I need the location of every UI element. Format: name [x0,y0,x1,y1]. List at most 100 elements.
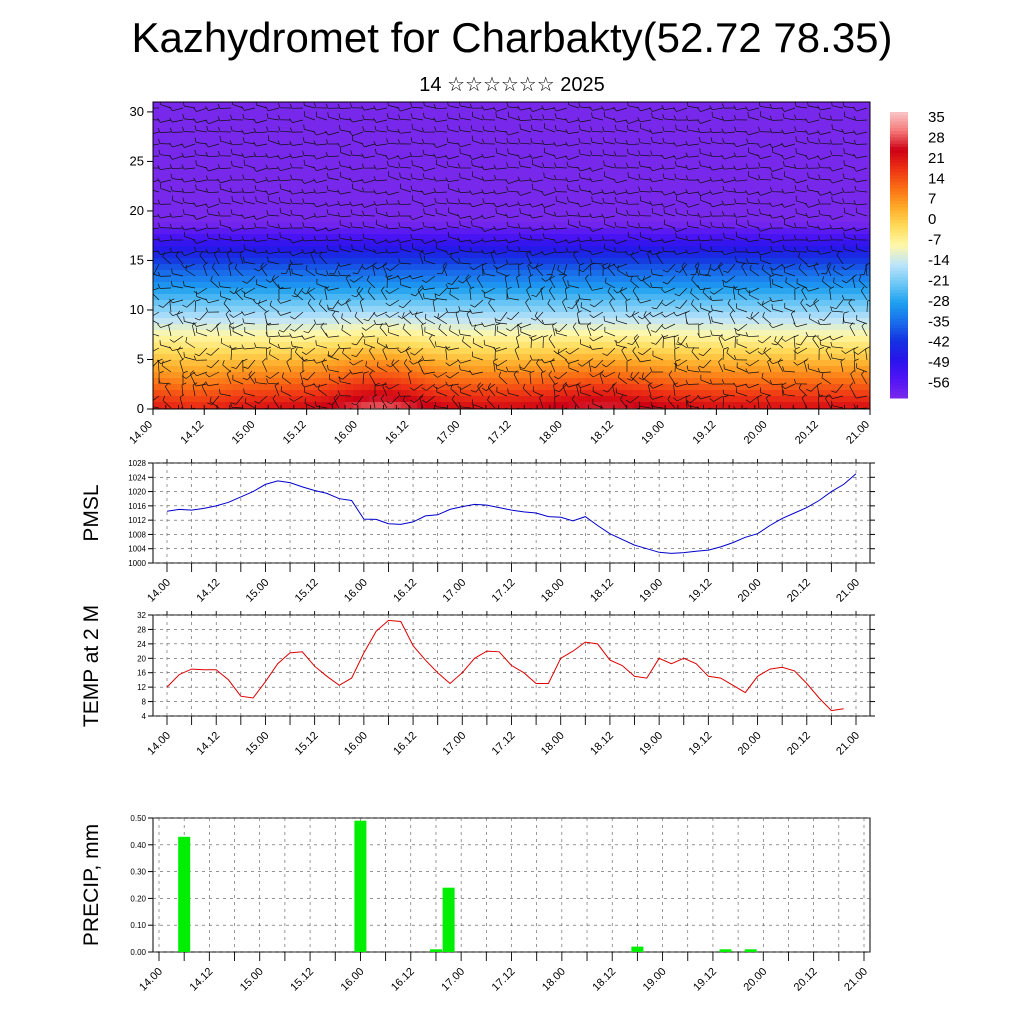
colorbar-segment [890,172,908,177]
precip-bar [631,946,644,952]
x-tick-label: 15.00 [230,419,258,447]
colorbar-segment [890,331,908,335]
colorbar-segment [890,188,908,192]
colorbar-segment [890,210,908,215]
colorbar-label: 28 [928,129,945,146]
x-tick-label: 17.12 [486,419,514,447]
colorbar-segment [890,232,908,237]
colorbar-segment [890,220,908,224]
colorbar-segment [890,337,908,342]
y-tick-label: 28 [137,625,146,634]
x-tick-label: 14.00 [127,419,155,447]
colorbar-segment [890,391,908,396]
y-tick-label: 1016 [128,502,146,511]
x-tick-label: 15.12 [293,577,321,605]
colorbar-segment [890,258,908,262]
colorbar-segment [890,239,908,243]
colorbar-segment [890,296,908,300]
colorbar-label: 7 [928,191,936,208]
colorbar-segment [890,175,908,180]
colorbar-segment [890,378,908,383]
colorbar-segment [890,112,908,116]
colorbar-label: -35 [928,313,950,330]
colorbar-segment [890,334,908,339]
colorbar-label: -49 [928,354,950,371]
x-tick-label: 19.00 [639,419,667,447]
x-tick-label: 14.12 [194,577,222,605]
colorbar-segment [890,388,908,393]
x-tick-label: 14.00 [145,577,173,605]
precip-bar [354,820,367,952]
y-tick-label: 1012 [128,516,146,525]
temp-panel: 4 8 12 16 20 24 28 32 14.00 14.12 15.00 15.12 16.00 1… [80,605,875,758]
colorbar-segment [890,185,908,189]
colorbar-segment [890,200,908,205]
x-tick-label: 15.00 [244,577,272,605]
colorbar-segment [890,223,908,227]
x-tick-label: 16.00 [332,419,360,447]
wind-barbs [153,102,870,409]
colorbar-segment [890,251,908,256]
colorbar-segment [890,191,908,196]
colorbar-segment [890,178,908,183]
y-tick-label: 8 [142,698,147,707]
x-tick-label: 20.00 [736,577,764,605]
y-tick-label: 10 [130,302,144,317]
colorbar-segment [890,143,908,148]
x-tick-label: 19.00 [637,577,665,605]
colorbar-segment [890,382,908,386]
colorbar-segment [890,207,908,212]
precip-bar [430,949,442,952]
x-tick-label: 14.12 [188,966,216,994]
colorbar-segment [890,280,908,285]
colorbar-segment [890,343,908,348]
x-tick-label: 19.00 [641,966,669,994]
colorbar-segment [890,309,908,313]
y-tick-label: 32 [137,611,146,620]
y-tick-label: 1024 [128,473,146,482]
colorbar-segment [890,356,908,361]
x-tick-label: 16.12 [391,730,419,758]
colorbar-segment [890,328,908,332]
x-tick-label: 14.12 [194,730,222,758]
colorbar-segment [890,394,908,399]
x-tick-label: 16.12 [391,577,419,605]
y-tick-label: 24 [137,640,146,649]
x-tick-label: 18.00 [539,577,567,605]
colorbar-label: -14 [928,252,950,269]
x-tick-label: 18.12 [588,730,616,758]
x-tick-label: 16.00 [339,966,367,994]
colorbar-segment [890,264,908,269]
colorbar-segment [890,137,908,142]
x-tick-label: 20.12 [785,577,813,605]
x-tick-label: 19.00 [637,730,665,758]
colorbar-segment [890,118,908,123]
colorbar-segment [890,134,908,138]
y-tick-label: 0 [137,401,144,416]
colorbar-segment [890,318,908,323]
colorbar-segment [890,204,908,208]
x-tick-label: 16.12 [389,966,417,994]
x-tick-label: 18.12 [588,577,616,605]
colorbar-segment [890,181,908,186]
colorbar-segment [890,270,908,275]
y-tick-label: 5 [137,351,144,366]
colorbar-segment [890,293,908,297]
x-tick-label: 17.00 [439,966,467,994]
colorbar-label: 14 [928,170,945,187]
colorbar-segment [890,359,908,364]
colorbar-label: -28 [928,293,950,310]
x-tick-label: 19.12 [691,966,719,994]
colorbar-segment [890,140,908,145]
series-line [166,473,857,554]
colorbar-segment [890,312,908,316]
colorbar-segment [890,261,908,266]
y-tick-label: 1008 [128,530,146,539]
colorbar-segment [890,289,908,294]
chart-subtitle: 14 ☆☆☆☆☆☆ 2025 [419,74,605,96]
colorbar-segment [890,146,908,151]
colorbar-segment [890,245,908,250]
y-tick-label: 25 [130,153,144,168]
x-tick-label: 18.00 [539,730,567,758]
x-tick-label: 17.00 [434,419,462,447]
